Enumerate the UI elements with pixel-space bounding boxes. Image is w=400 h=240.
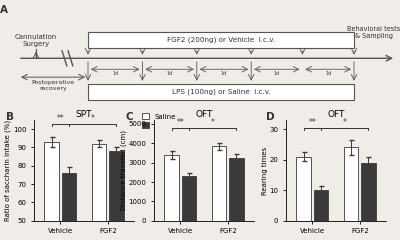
Text: **: ** [176, 118, 184, 127]
Text: Behavioral tests
& Sampling: Behavioral tests & Sampling [348, 26, 400, 39]
Bar [344, 148, 358, 221]
Bar [229, 158, 244, 221]
FancyBboxPatch shape [88, 31, 354, 48]
Text: A: A [0, 5, 8, 15]
Text: 1d: 1d [274, 71, 280, 76]
Bar [44, 142, 59, 240]
Text: Cannulation
Surgery: Cannulation Surgery [15, 34, 57, 47]
Text: C: C [126, 112, 134, 122]
Text: B: B [6, 112, 14, 122]
Text: FGF2 (200ng) or Vehicle  i.c.v.: FGF2 (200ng) or Vehicle i.c.v. [167, 36, 275, 43]
Title: OFT: OFT [195, 110, 213, 119]
Text: 1d: 1d [221, 71, 227, 76]
Text: 1d: 1d [112, 71, 118, 76]
Bar [164, 155, 179, 221]
Text: *: * [343, 118, 346, 127]
Text: *: * [211, 118, 214, 127]
Legend: Saline, LPS: Saline, LPS [142, 113, 176, 128]
Text: 1d: 1d [325, 71, 331, 76]
Bar [182, 176, 196, 221]
FancyBboxPatch shape [88, 84, 354, 100]
Bar [109, 151, 124, 240]
Text: **: ** [308, 118, 316, 127]
Text: LPS (100ng) or Saline  i.c.v.: LPS (100ng) or Saline i.c.v. [172, 89, 270, 95]
Text: D: D [266, 112, 275, 122]
Bar [212, 146, 226, 221]
Bar [314, 190, 328, 221]
Text: *: * [91, 114, 94, 123]
Y-axis label: Rearing times: Rearing times [262, 146, 268, 195]
Text: Postoperative
recovery: Postoperative recovery [32, 80, 74, 91]
Bar [62, 173, 76, 240]
Y-axis label: Ratio of saccharin intake (%): Ratio of saccharin intake (%) [5, 120, 12, 221]
Title: SPT: SPT [76, 110, 92, 119]
Text: 1d: 1d [166, 71, 173, 76]
Bar [92, 144, 106, 240]
Bar [296, 157, 311, 221]
Text: **: ** [56, 114, 64, 123]
Y-axis label: Distance traveled (cm): Distance traveled (cm) [120, 130, 127, 210]
Title: OFT: OFT [327, 110, 345, 119]
Bar [361, 163, 376, 221]
